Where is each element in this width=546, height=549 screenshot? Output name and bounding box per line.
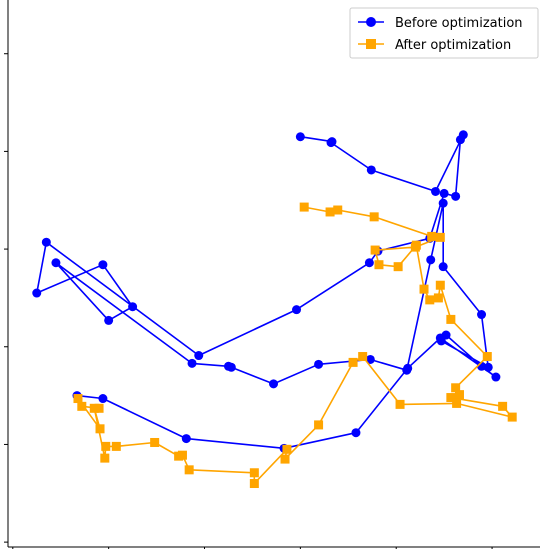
- legend-label-after: After optimization: [395, 38, 511, 53]
- data-point: [98, 260, 108, 270]
- data-point: [111, 441, 121, 451]
- data-point: [369, 212, 379, 222]
- data-point: [507, 412, 517, 422]
- data-point: [370, 245, 380, 255]
- data-point: [184, 465, 194, 475]
- data-point: [292, 305, 302, 315]
- series-1: [73, 202, 517, 489]
- data-point: [366, 165, 376, 175]
- data-point: [187, 358, 197, 368]
- data-point: [95, 424, 105, 434]
- data-point: [419, 284, 429, 294]
- data-point: [100, 453, 110, 463]
- data-point: [226, 362, 236, 372]
- data-point: [314, 359, 324, 369]
- data-point: [299, 202, 309, 212]
- data-point: [435, 232, 445, 242]
- data-point: [403, 363, 413, 373]
- data-point: [280, 454, 290, 464]
- data-point: [32, 288, 42, 298]
- data-point: [393, 262, 403, 272]
- legend-label-before: Before optimization: [395, 16, 523, 31]
- data-point: [427, 231, 437, 241]
- data-point: [249, 468, 259, 478]
- data-point: [477, 310, 487, 320]
- data-point: [282, 444, 292, 454]
- data-point: [333, 205, 343, 215]
- data-point: [452, 398, 462, 408]
- data-point: [314, 420, 324, 430]
- data-point: [498, 401, 508, 411]
- data-point: [425, 295, 435, 305]
- data-point: [73, 394, 83, 404]
- data-point: [325, 207, 335, 217]
- data-point: [98, 394, 108, 404]
- data-point: [431, 186, 441, 196]
- data-point: [483, 362, 493, 372]
- data-point: [174, 451, 184, 461]
- data-point: [439, 188, 449, 198]
- data-point: [104, 315, 114, 325]
- data-point: [438, 262, 448, 272]
- data-point: [94, 403, 104, 413]
- data-point: [374, 260, 384, 270]
- series-layer: [32, 130, 517, 489]
- data-point: [150, 437, 160, 447]
- legend-marker-after: [366, 39, 376, 49]
- data-point: [128, 302, 138, 312]
- data-point: [446, 314, 456, 324]
- data-point: [435, 280, 445, 290]
- data-point: [411, 240, 421, 250]
- data-point: [194, 351, 204, 361]
- data-point: [77, 401, 87, 411]
- data-point: [51, 258, 61, 268]
- data-point: [351, 428, 361, 438]
- data-point: [482, 352, 492, 362]
- legend-box: [349, 7, 539, 59]
- data-point: [364, 258, 374, 268]
- data-point: [326, 138, 336, 148]
- data-point: [358, 352, 368, 362]
- data-point: [89, 403, 99, 413]
- data-point: [451, 383, 461, 393]
- data-point: [41, 237, 51, 247]
- data-point: [491, 372, 501, 382]
- data-point: [395, 399, 405, 409]
- data-point: [269, 379, 279, 389]
- data-point: [435, 333, 445, 343]
- data-point: [365, 354, 375, 364]
- data-point: [455, 135, 465, 145]
- data-point: [454, 390, 464, 400]
- data-point: [446, 393, 456, 403]
- data-point: [433, 293, 443, 303]
- series-0: [32, 130, 501, 453]
- data-point: [181, 434, 191, 444]
- data-point: [426, 255, 436, 265]
- data-point: [101, 441, 111, 451]
- data-point: [438, 198, 448, 208]
- axes-frame: [7, 0, 540, 548]
- legend-marker-before: [366, 17, 376, 27]
- data-point: [249, 479, 259, 489]
- data-point: [451, 191, 461, 201]
- data-point: [295, 132, 305, 142]
- data-point: [348, 357, 358, 367]
- legend: Before optimization After optimization: [349, 7, 539, 59]
- axis-ticks: [4, 53, 493, 549]
